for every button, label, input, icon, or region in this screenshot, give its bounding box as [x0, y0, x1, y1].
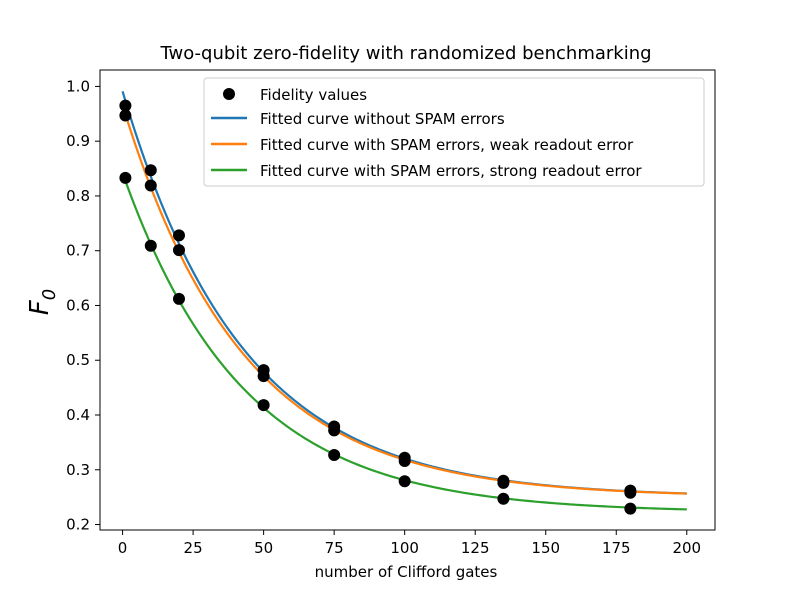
data-point — [257, 370, 270, 383]
data-point — [257, 399, 270, 412]
y-tick-label: 1.0 — [66, 77, 90, 95]
x-tick-label: 25 — [184, 539, 203, 557]
y-axis-label-subscript: 0 — [39, 289, 60, 300]
y-tick-label: 0.6 — [66, 296, 90, 314]
y-tick-label: 0.7 — [66, 242, 90, 260]
data-point — [624, 502, 637, 515]
axis-ticks: 0 25 50 75 100 125 150 175 200 0.2 0.3 0.4 0.5 0.6 0.7… — [66, 77, 701, 557]
chart-title: Two-qubit zero-fidelity with randomized … — [159, 43, 651, 64]
y-axis-label: F0 — [25, 289, 60, 315]
x-tick-label: 0 — [118, 539, 128, 557]
data-point — [398, 455, 411, 467]
data-point — [172, 229, 185, 242]
plot-area — [119, 91, 687, 515]
data-point — [144, 239, 157, 252]
data-point — [328, 448, 341, 461]
data-point — [497, 492, 510, 505]
data-point — [144, 179, 157, 192]
data-point — [172, 292, 185, 305]
legend-box — [203, 77, 705, 187]
data-point — [172, 244, 185, 257]
y-tick-label: 0.2 — [66, 516, 90, 534]
x-tick-label: 50 — [254, 539, 273, 557]
legend-label-strong-readout: Fitted curve with SPAM errors, strong re… — [260, 162, 642, 180]
y-tick-label: 0.4 — [66, 406, 90, 424]
x-tick-label: 175 — [602, 539, 631, 557]
legend-label-weak-readout: Fitted curve with SPAM errors, weak read… — [260, 136, 634, 154]
y-tick-label: 0.3 — [66, 461, 90, 479]
x-tick-label: 75 — [325, 539, 344, 557]
data-point — [398, 475, 411, 488]
y-tick-label: 0.5 — [66, 351, 90, 369]
legend-label-points: Fidelity values — [260, 86, 367, 104]
data-point — [624, 486, 637, 499]
data-point — [497, 476, 510, 489]
legend-label-no-spam: Fitted curve without SPAM errors — [260, 110, 505, 128]
legend: Fidelity values Fitted curve without SPA… — [203, 77, 705, 187]
x-axis-label: number of Clifford gates — [315, 563, 498, 581]
y-axis-label-main: F — [25, 299, 55, 315]
data-point — [119, 99, 132, 112]
x-tick-label: 125 — [461, 539, 490, 557]
data-point — [119, 109, 132, 122]
plot-frame — [99, 69, 716, 531]
data-point — [328, 424, 341, 437]
x-tick-label: 150 — [531, 539, 560, 557]
x-tick-label: 200 — [672, 539, 701, 557]
y-tick-label: 0.9 — [66, 132, 90, 150]
data-point — [144, 164, 157, 177]
x-tick-label: 100 — [390, 539, 419, 557]
y-tick-label: 0.8 — [66, 187, 90, 205]
legend-marker-points — [223, 88, 235, 100]
data-point — [119, 171, 132, 184]
